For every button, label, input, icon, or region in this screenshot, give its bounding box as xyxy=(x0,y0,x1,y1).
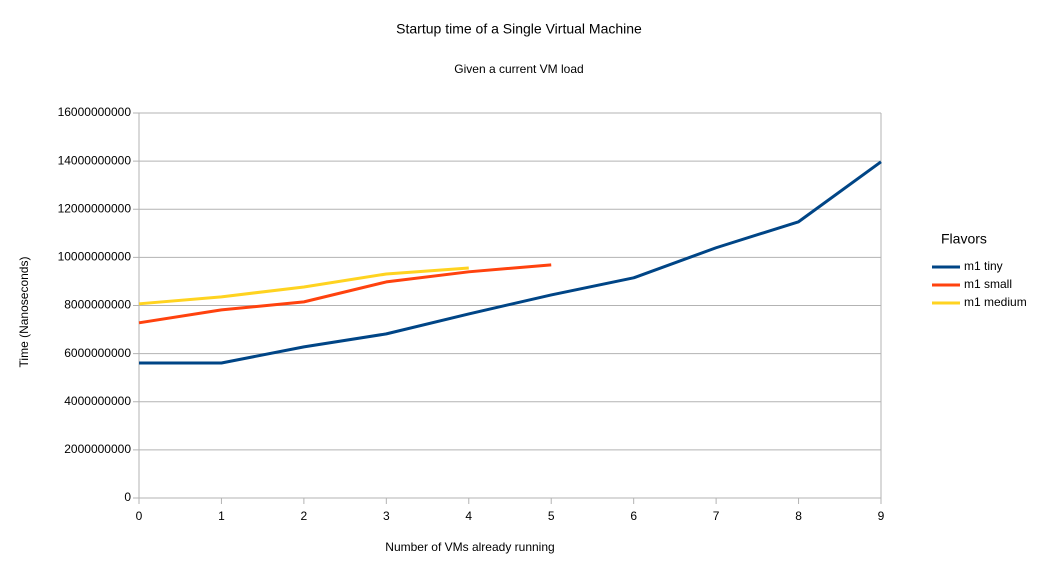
y-tick-label: 12000000000 xyxy=(58,201,132,215)
chart-title: Startup time of a Single Virtual Machine xyxy=(396,21,642,37)
x-tick-label: 1 xyxy=(218,509,225,523)
series-line xyxy=(139,160,882,365)
y-tick-label: 14000000000 xyxy=(58,153,132,167)
x-tick-label: 4 xyxy=(465,509,472,523)
y-tick-label: 2000000000 xyxy=(64,442,131,456)
x-axis-label: Number of VMs already running xyxy=(385,540,554,554)
y-tick-label: 4000000000 xyxy=(64,394,131,408)
x-tick-label: 3 xyxy=(383,509,390,523)
y-tick-label: 16000000000 xyxy=(58,105,132,119)
chart-subtitle: Given a current VM load xyxy=(454,62,583,76)
legend-label: m1 medium xyxy=(964,295,1027,309)
series-line xyxy=(138,266,469,306)
legend-label: m1 small xyxy=(964,277,1012,291)
x-tick-label: 8 xyxy=(795,509,802,523)
y-axis-label: Time (Nanoseconds) xyxy=(17,257,31,368)
legend-title: Flavors xyxy=(941,231,987,247)
x-tick-label: 5 xyxy=(548,509,555,523)
legend-label: m1 tiny xyxy=(964,259,1003,273)
x-tick-label: 9 xyxy=(878,509,885,523)
x-tick-label: 7 xyxy=(713,509,720,523)
y-tick-label: 6000000000 xyxy=(64,346,131,360)
y-tick-label: 0 xyxy=(124,490,131,504)
series-line xyxy=(138,263,552,325)
y-tick-label: 10000000000 xyxy=(58,250,132,264)
y-tick-label: 8000000000 xyxy=(64,298,131,312)
x-tick-label: 0 xyxy=(136,509,143,523)
x-tick-label: 6 xyxy=(630,509,637,523)
x-tick-label: 2 xyxy=(301,509,308,523)
